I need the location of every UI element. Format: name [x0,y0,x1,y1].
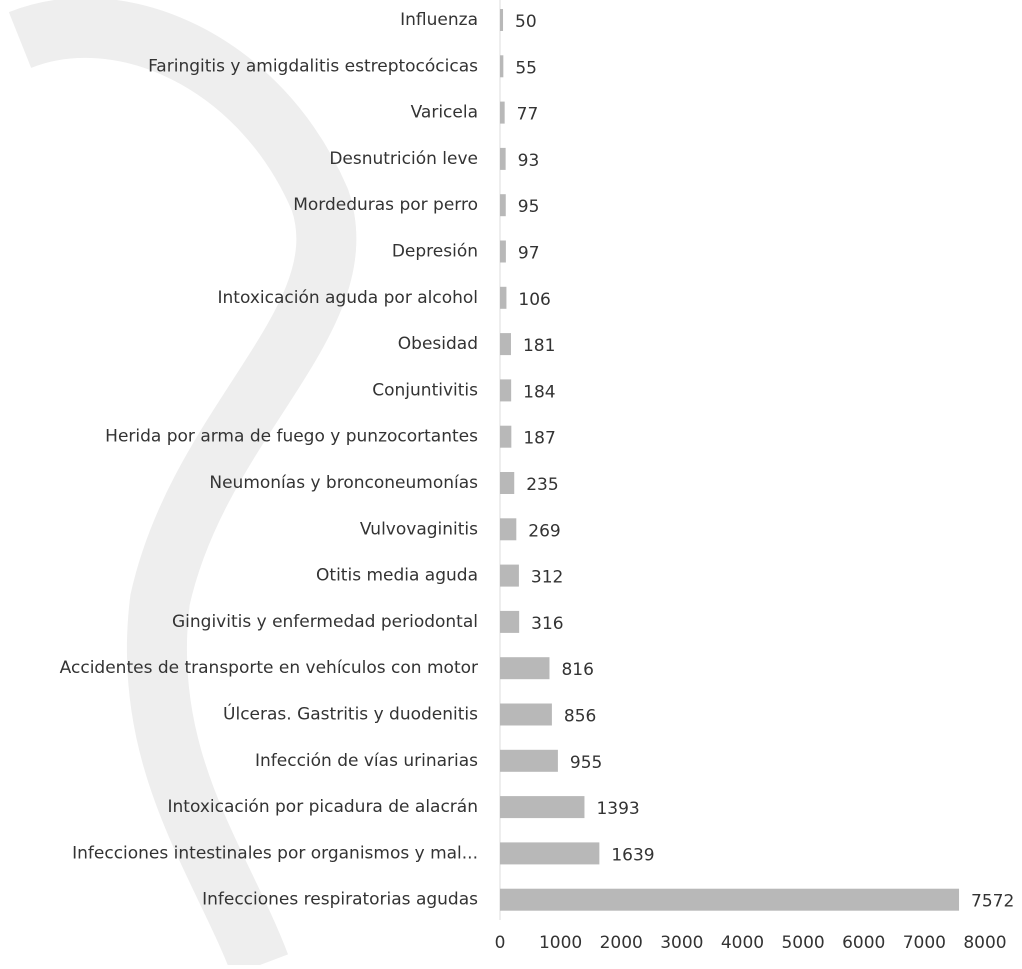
x-tick-label: 3000 [660,933,703,953]
value-label: 316 [531,614,563,634]
bar [500,796,585,819]
value-label: 269 [528,521,560,541]
bar [500,610,520,633]
value-label: 235 [526,475,558,495]
value-label: 1639 [611,845,654,865]
y-tick-label: Intoxicación aguda por alcohol [218,288,479,308]
bar [500,9,504,31]
value-label: 955 [570,753,602,773]
y-tick-label: Desnutrición leve [329,149,478,169]
value-label: 184 [523,382,555,402]
y-tick-label: Infección de vías urinarias [255,751,478,771]
x-tick-label: 8000 [963,933,1006,953]
y-tick-label: Obesidad [398,334,478,354]
value-label: 181 [523,336,555,356]
value-label: 7572 [971,892,1014,912]
y-tick-label: Otitis media aguda [316,566,478,586]
y-tick-label: Faringitis y amigdalitis estreptocócicas [148,56,478,76]
bar [500,286,507,309]
value-label: 1393 [596,799,639,819]
x-tick-label: 2000 [600,933,643,953]
bar [500,147,506,170]
bar [500,55,504,78]
value-label: 95 [518,197,540,217]
value-label: 50 [515,12,537,32]
bar [500,425,512,448]
bar [500,703,552,726]
bar [500,657,550,680]
value-label: 77 [517,105,539,125]
bar [500,101,505,124]
y-tick-label: Mordeduras por perro [293,195,478,215]
bar [500,564,519,587]
x-tick-label: 0 [495,933,506,953]
y-tick-label: Accidentes de transporte en vehículos co… [60,658,478,678]
bar [500,194,506,217]
x-tick-label: 7000 [903,933,946,953]
bar [500,240,506,263]
y-tick-label: Neumonías y bronconeumonías [209,473,478,493]
x-tick-label: 1000 [539,933,582,953]
bar [500,379,512,402]
bar [500,888,960,911]
bar [500,472,515,494]
y-tick-label: Infecciones respiratorias agudas [202,890,478,910]
value-label: 187 [523,429,555,449]
y-tick-label: Herida por arma de fuego y punzocortante… [105,427,478,447]
y-tick-label: Influenza [400,10,478,30]
y-tick-label: Intoxicación por picadura de alacrán [167,797,478,817]
value-label: 93 [518,151,540,171]
bar [500,842,600,865]
bar [500,333,511,356]
x-tick-label: 5000 [781,933,824,953]
y-tick-label: Vulvovaginitis [360,519,478,539]
value-label: 55 [515,58,537,78]
watermark [8,0,357,969]
y-tick-label: Depresión [392,242,478,262]
y-tick-label: Conjuntivitis [372,380,478,400]
x-tick-label: 6000 [842,933,885,953]
y-tick-label: Infecciones intestinales por organismos … [72,843,478,863]
value-label: 816 [561,660,593,680]
value-label: 106 [518,290,550,310]
value-label: 312 [531,568,563,588]
bar [500,749,558,772]
x-tick-label: 4000 [721,933,764,953]
y-tick-label: Gingivitis y enfermedad periodontal [172,612,478,632]
value-label: 97 [518,244,540,264]
value-label: 856 [564,707,596,727]
bar [500,518,517,541]
y-tick-label: Varicela [411,103,478,123]
y-tick-label: Úlceras. Gastritis y duodenitis [223,703,478,725]
